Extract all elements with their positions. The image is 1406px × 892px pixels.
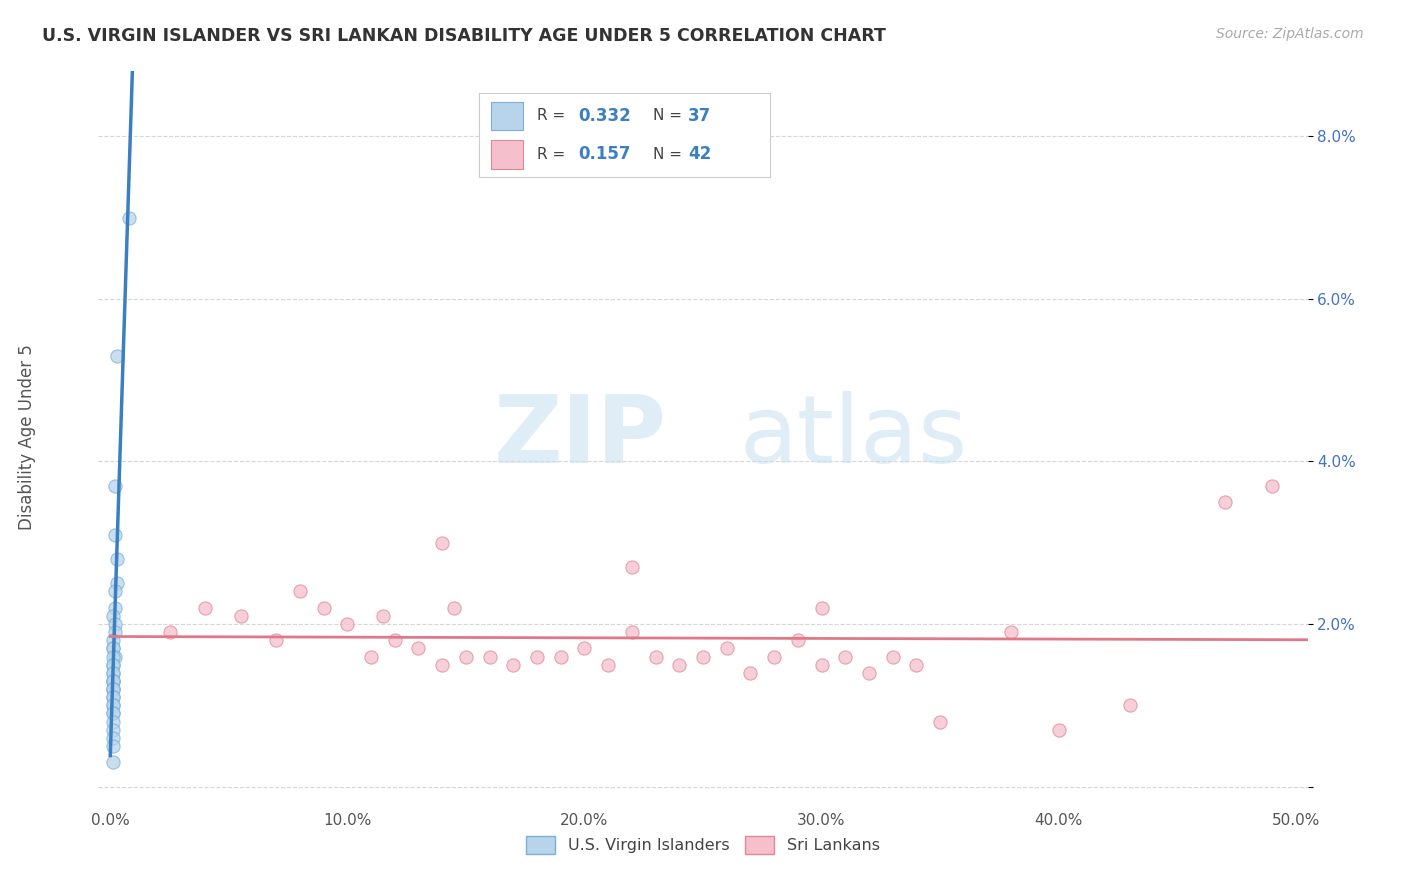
Point	[1000, 625, 1022, 640]
Point	[384, 633, 406, 648]
Point	[101, 690, 124, 705]
Point	[810, 600, 832, 615]
Point	[105, 349, 128, 363]
Point	[101, 673, 124, 688]
Point	[101, 681, 124, 696]
Point	[118, 211, 141, 225]
Point	[104, 479, 127, 493]
Point	[264, 633, 287, 648]
Text: atlas: atlas	[740, 391, 967, 483]
Point	[1047, 723, 1070, 737]
Point	[1213, 495, 1236, 509]
Point	[526, 649, 548, 664]
Point	[371, 608, 394, 623]
Point	[905, 657, 928, 672]
Point	[858, 665, 880, 680]
Point	[598, 657, 620, 672]
Point	[336, 617, 359, 632]
Point	[929, 714, 952, 729]
Point	[574, 641, 596, 656]
Point	[432, 657, 454, 672]
Point	[550, 649, 572, 664]
Point	[408, 641, 430, 656]
Text: Source: ZipAtlas.com: Source: ZipAtlas.com	[1216, 27, 1364, 41]
Point	[101, 714, 124, 729]
Point	[882, 649, 904, 664]
Point	[101, 706, 124, 721]
Point	[834, 649, 856, 664]
Point	[104, 527, 127, 541]
Point	[101, 681, 124, 696]
Point	[101, 723, 124, 737]
Point	[1119, 698, 1142, 713]
Point	[360, 649, 382, 664]
Point	[105, 576, 128, 591]
Point	[101, 698, 124, 713]
Point	[312, 600, 335, 615]
Point	[716, 641, 738, 656]
Point	[101, 641, 124, 656]
Point	[810, 657, 832, 672]
Point	[101, 698, 124, 713]
Point	[101, 673, 124, 688]
Y-axis label: Disability Age Under 5: Disability Age Under 5	[18, 344, 37, 530]
Point	[101, 649, 124, 664]
Point	[101, 665, 124, 680]
Point	[620, 625, 643, 640]
Point	[288, 584, 311, 599]
Point	[443, 600, 465, 615]
Point	[692, 649, 714, 664]
Point	[478, 649, 501, 664]
Point	[229, 608, 252, 623]
Point	[101, 657, 124, 672]
Point	[159, 625, 181, 640]
Point	[101, 706, 124, 721]
Point	[101, 673, 124, 688]
Point	[104, 625, 127, 640]
Point	[101, 665, 124, 680]
Point	[454, 649, 477, 664]
Point	[101, 641, 124, 656]
Point	[194, 600, 217, 615]
Text: ZIP: ZIP	[494, 391, 666, 483]
Point	[105, 552, 128, 566]
Point	[101, 731, 124, 745]
Point	[432, 535, 454, 549]
Point	[101, 657, 124, 672]
Point	[101, 633, 124, 648]
Point	[101, 739, 124, 753]
Point	[101, 608, 124, 623]
Point	[101, 755, 124, 769]
Point	[620, 560, 643, 574]
Point	[101, 690, 124, 705]
Point	[101, 681, 124, 696]
Point	[740, 665, 762, 680]
Point	[786, 633, 808, 648]
Point	[104, 617, 127, 632]
Point	[763, 649, 786, 664]
Point	[668, 657, 690, 672]
Point	[502, 657, 524, 672]
Point	[1261, 479, 1284, 493]
Point	[644, 649, 666, 664]
Legend: U.S. Virgin Islanders, Sri Lankans: U.S. Virgin Islanders, Sri Lankans	[520, 830, 886, 861]
Point	[104, 600, 127, 615]
Point	[104, 584, 127, 599]
Text: U.S. VIRGIN ISLANDER VS SRI LANKAN DISABILITY AGE UNDER 5 CORRELATION CHART: U.S. VIRGIN ISLANDER VS SRI LANKAN DISAB…	[42, 27, 886, 45]
Point	[104, 649, 127, 664]
